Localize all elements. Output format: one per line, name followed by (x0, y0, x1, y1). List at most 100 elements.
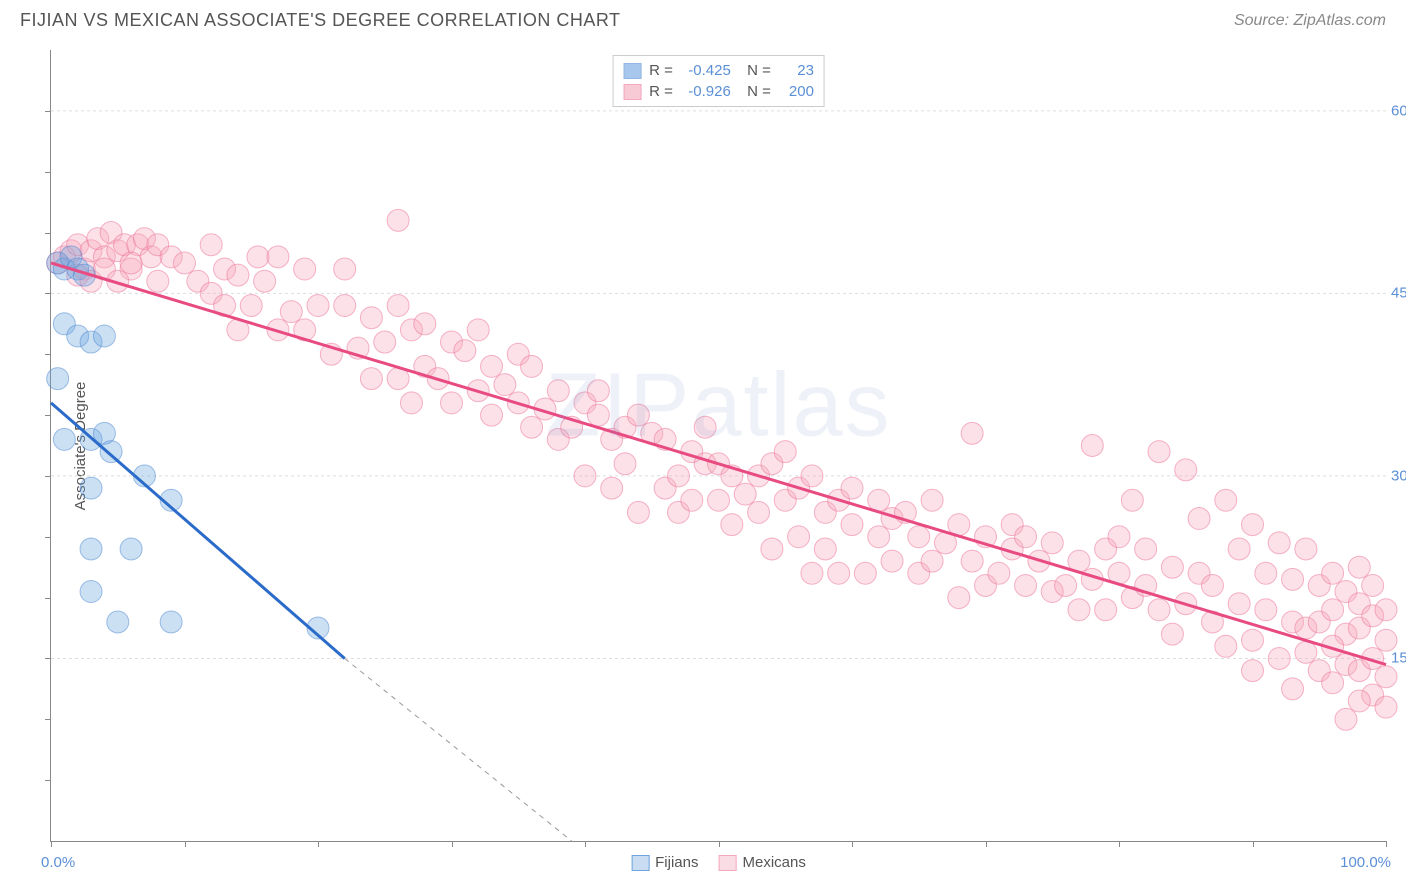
scatter-point (360, 307, 382, 329)
scatter-point (521, 416, 543, 438)
scatter-point (1188, 508, 1210, 530)
scatter-point (574, 465, 596, 487)
scatter-point (247, 246, 269, 268)
scatter-point (1015, 526, 1037, 548)
scatter-point (120, 252, 142, 274)
scatter-point (80, 477, 102, 499)
scatter-point (387, 295, 409, 317)
stat-N-fijians: 23 (779, 62, 814, 79)
scatter-point (801, 562, 823, 584)
legend-label: Mexicans (743, 854, 806, 871)
scatter-point (360, 368, 382, 390)
scatter-point (147, 270, 169, 292)
scatter-point (80, 538, 102, 560)
y-tick-label: 30.0% (1391, 467, 1406, 484)
stat-R-fijians: -0.425 (681, 62, 731, 79)
scatter-point (961, 550, 983, 572)
scatter-point (441, 392, 463, 414)
scatter-point (120, 538, 142, 560)
y-tick-label: 15.0% (1391, 650, 1406, 667)
scatter-point (1161, 556, 1183, 578)
scatter-point (467, 319, 489, 341)
scatter-point (1175, 459, 1197, 481)
scatter-point (160, 611, 182, 633)
scatter-point (240, 295, 262, 317)
trend-line (51, 403, 345, 659)
stat-N-mexicans: 200 (779, 83, 814, 100)
scatter-point (387, 209, 409, 231)
scatter-point (1375, 666, 1397, 688)
scatter-point (1228, 538, 1250, 560)
stat-R-label: R = (649, 83, 673, 100)
scatter-point (454, 340, 476, 362)
scatter-point (1268, 532, 1290, 554)
scatter-point (374, 331, 396, 353)
scatter-point (1268, 647, 1290, 669)
scatter-point (107, 611, 129, 633)
scatter-point (1068, 599, 1090, 621)
scatter-point (1242, 660, 1264, 682)
scatter-point (788, 526, 810, 548)
scatter-point (1295, 538, 1317, 560)
scatter-point (1215, 489, 1237, 511)
scatter-point (481, 404, 503, 426)
scatter-point (400, 392, 422, 414)
scatter-point (587, 380, 609, 402)
scatter-point (1015, 574, 1037, 596)
scatter-point (614, 453, 636, 475)
scatter-point (1148, 441, 1170, 463)
scatter-point (1095, 599, 1117, 621)
scatter-point (1135, 538, 1157, 560)
scatter-point (627, 404, 649, 426)
scatter-point (1348, 690, 1370, 712)
scatter-point (494, 374, 516, 396)
scatter-point (1348, 556, 1370, 578)
scatter-point (681, 489, 703, 511)
scatter-point (1282, 678, 1304, 700)
stat-R-mexicans: -0.926 (681, 83, 731, 100)
scatter-point (267, 246, 289, 268)
scatter-point (334, 258, 356, 280)
scatter-point (200, 234, 222, 256)
scatter-point (414, 313, 436, 335)
scatter-point (881, 550, 903, 572)
scatter-point (1148, 599, 1170, 621)
stat-row-fijians: R = -0.425 N = 23 (623, 60, 814, 81)
y-tick-label: 60.0% (1391, 102, 1406, 119)
scatter-point (1335, 708, 1357, 730)
scatter-point (601, 477, 623, 499)
x-axis-max-label: 100.0% (1340, 854, 1391, 871)
scatter-point (334, 295, 356, 317)
correlation-stat-box: R = -0.425 N = 23 R = -0.926 N = 200 (612, 55, 825, 107)
scatter-point (841, 514, 863, 536)
scatter-point (1255, 599, 1277, 621)
scatter-point (694, 416, 716, 438)
scatter-point (1215, 635, 1237, 657)
scatter-point (961, 422, 983, 444)
scatter-point (774, 441, 796, 463)
scatter-point (1375, 629, 1397, 651)
scatter-point (1055, 574, 1077, 596)
x-axis-min-label: 0.0% (41, 854, 75, 871)
scatter-point (921, 550, 943, 572)
legend-item: Mexicans (719, 854, 806, 871)
scatter-point (587, 404, 609, 426)
scatter-point (814, 538, 836, 560)
scatter-point (1108, 526, 1130, 548)
scatter-point (1375, 599, 1397, 621)
scatter-point (547, 380, 569, 402)
legend: FijiansMexicans (631, 854, 806, 871)
scatter-point (854, 562, 876, 584)
scatter-point (1255, 562, 1277, 584)
scatter-point (1322, 599, 1344, 621)
scatter-point (627, 501, 649, 523)
scatter-point (1322, 672, 1344, 694)
stat-N-label: N = (739, 62, 771, 79)
scatter-point (708, 489, 730, 511)
scatter-point (100, 441, 122, 463)
scatter-point (748, 501, 770, 523)
scatter-point (868, 526, 890, 548)
trend-line-extrapolated (345, 658, 572, 841)
scatter-point (481, 355, 503, 377)
stat-N-label: N = (739, 83, 771, 100)
